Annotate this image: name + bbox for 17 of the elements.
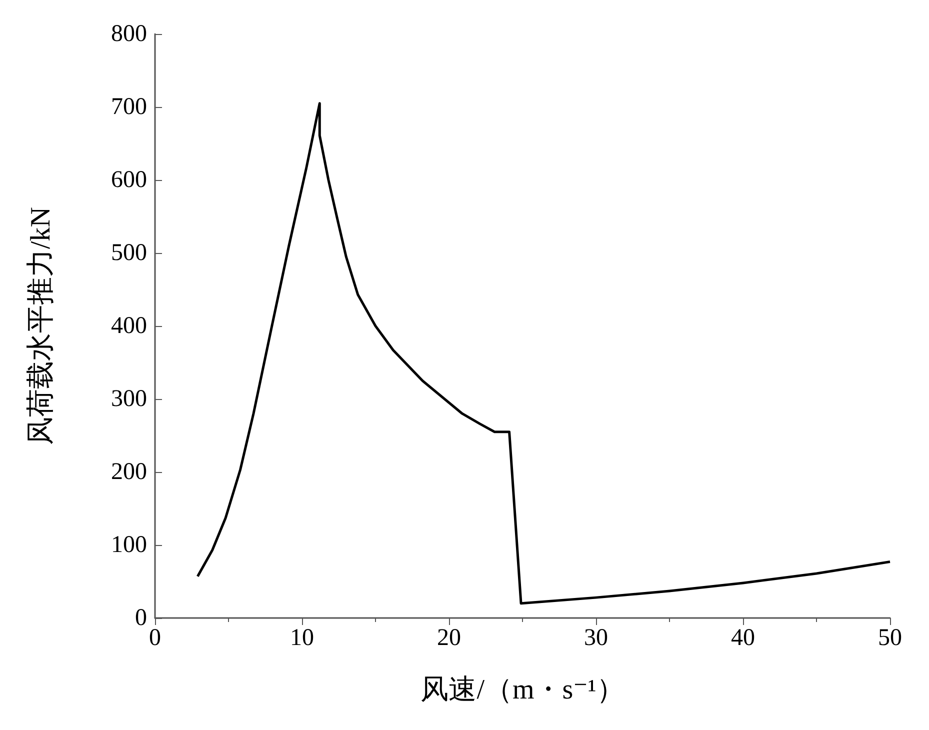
x-axis-title: 风速/（m・s⁻¹）: [420, 674, 624, 706]
y-axis-title: 风荷载水平推力/kN: [26, 207, 56, 445]
y-tick-label: 0: [135, 605, 147, 631]
y-tick-label: 700: [111, 94, 147, 120]
x-tick-label: 20: [437, 625, 461, 651]
y-tick-label: 300: [111, 386, 147, 412]
x-tick-label: 50: [878, 625, 902, 651]
x-tick-label: 30: [584, 625, 608, 651]
y-tick-label: 500: [111, 240, 147, 266]
y-tick-label: 200: [111, 459, 147, 485]
y-tick-label: 400: [111, 313, 147, 339]
x-tick-label: 40: [731, 625, 755, 651]
y-tick-label: 800: [111, 21, 147, 47]
y-tick-label: 100: [111, 532, 147, 558]
line-series: [196, 102, 892, 605]
x-tick-label: 10: [290, 625, 314, 651]
y-tick-label: 600: [111, 167, 147, 193]
